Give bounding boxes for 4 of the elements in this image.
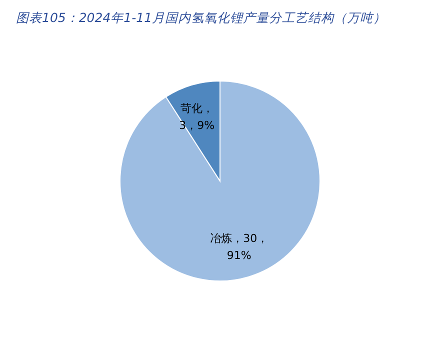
slice-label: 苛化，3，9% <box>179 102 215 132</box>
pie-slice <box>120 80 320 282</box>
chart-title: 图表105：2024年1-11月国内氢氧化锂产量分工艺结构（万吨） <box>16 10 386 27</box>
slice-label: 冶炼，30，91% <box>210 232 268 262</box>
